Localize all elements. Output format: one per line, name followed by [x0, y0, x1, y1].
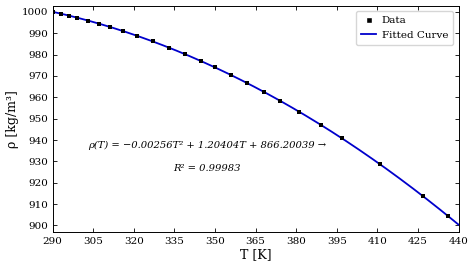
- Data: [318, 123, 323, 126]
- Data: [212, 66, 218, 69]
- Data: [228, 73, 234, 77]
- X-axis label: T [K]: T [K]: [240, 249, 272, 261]
- Data: [377, 163, 383, 166]
- Data: [96, 22, 101, 25]
- Legend: Data, Fitted Curve: Data, Fitted Curve: [356, 11, 453, 45]
- Data: [199, 60, 204, 63]
- Data: [261, 90, 266, 93]
- Data: [74, 16, 80, 19]
- Data: [166, 46, 172, 49]
- Data: [150, 40, 155, 43]
- Data: [182, 53, 188, 56]
- Fitted Curve: [122, 30, 128, 33]
- Fitted Curve: [456, 223, 461, 226]
- Text: ρ(T) = −0.00256T² + 1.20404T + 866.20039 →: ρ(T) = −0.00256T² + 1.20404T + 866.20039…: [88, 141, 326, 150]
- Data: [420, 195, 426, 198]
- Data: [107, 25, 112, 28]
- Data: [339, 137, 345, 140]
- Fitted Curve: [321, 125, 327, 128]
- Fitted Curve: [356, 148, 361, 151]
- Data: [120, 29, 126, 33]
- Text: R² = 0.99983: R² = 0.99983: [173, 164, 241, 173]
- Fitted Curve: [234, 76, 239, 79]
- Fitted Curve: [289, 106, 295, 109]
- Data: [245, 82, 250, 85]
- Line: Data: Data: [51, 10, 450, 218]
- Data: [58, 12, 64, 15]
- Data: [50, 10, 55, 13]
- Y-axis label: ρ [kg/m³]: ρ [kg/m³]: [6, 90, 18, 148]
- Data: [85, 19, 91, 22]
- Line: Fitted Curve: Fitted Curve: [53, 12, 458, 225]
- Data: [445, 214, 450, 217]
- Data: [134, 34, 139, 37]
- Data: [296, 110, 302, 113]
- Fitted Curve: [154, 41, 160, 45]
- Data: [66, 14, 72, 17]
- Data: [277, 99, 283, 102]
- Fitted Curve: [50, 10, 55, 13]
